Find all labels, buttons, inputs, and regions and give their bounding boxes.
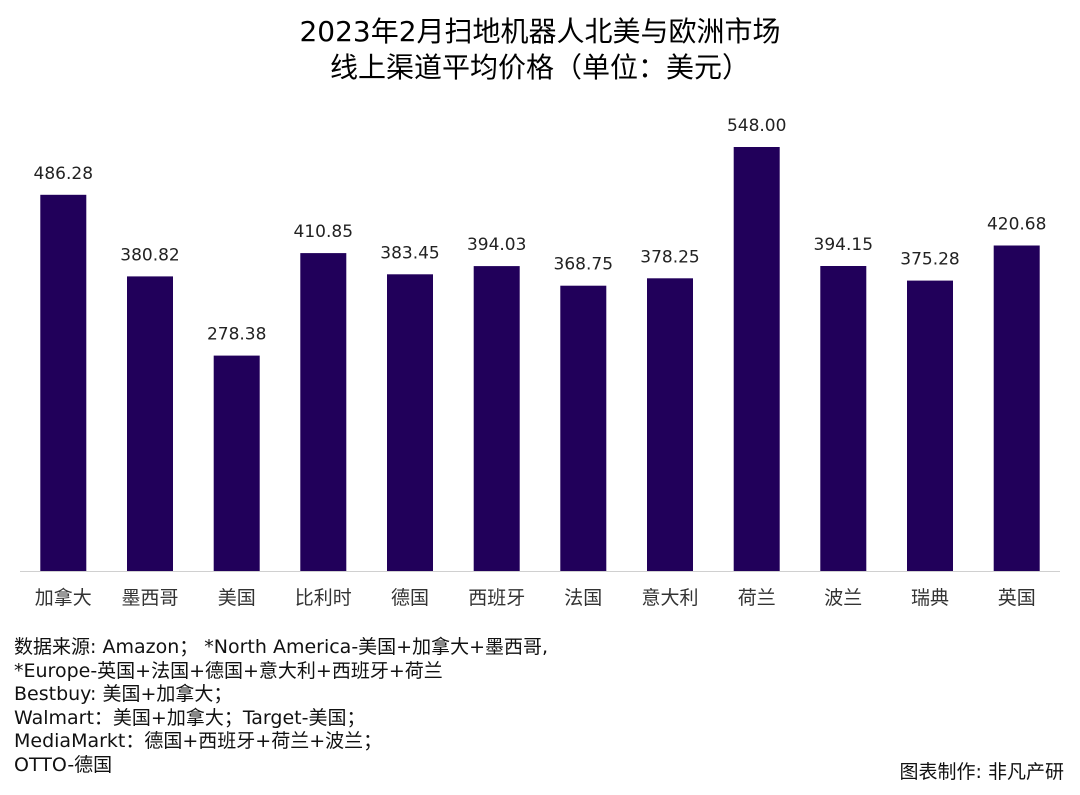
data-label: 380.82 [120, 245, 179, 265]
x-tick-label: 波兰 [824, 587, 862, 609]
x-tick-label: 比利时 [295, 587, 352, 609]
bar [820, 266, 867, 571]
note-line: Bestbuy: 美国+加拿大； [14, 683, 233, 705]
x-tick-label: 瑞典 [911, 587, 949, 609]
data-source-notes: 数据来源: Amazon； *North America-美国+加拿大+墨西哥,… [14, 636, 548, 777]
note-line: OTTO-德国 [14, 753, 113, 776]
x-tick-label: 意大利 [641, 587, 698, 609]
x-tick-label: 美国 [218, 587, 256, 609]
bar [127, 276, 173, 571]
bar-chart: 486.28 加拿大 380.82 墨西哥 278.38 美国 410.85 比利时 383.4… [20, 116, 1060, 609]
bar [647, 278, 693, 571]
data-label: 378.25 [640, 247, 699, 267]
bar [300, 253, 347, 571]
bar [387, 274, 433, 571]
bar [213, 355, 260, 571]
data-label: 383.45 [380, 243, 439, 263]
x-tick-label: 法国 [564, 587, 602, 609]
bar [40, 194, 87, 572]
data-label: 486.28 [34, 164, 93, 184]
note-line: *Europe-英国+法国+德国+意大利+西班牙+荷兰 [14, 659, 443, 682]
bar [907, 280, 953, 571]
chart-title: 2023年2月扫地机器人北美与欧洲市场 线上渠道平均价格（单位：美元） [0, 14, 1080, 86]
note-line: MediaMarkt：德国+西班牙+荷兰+波兰； [14, 730, 383, 752]
data-label: 410.85 [294, 222, 353, 242]
x-tick-label: 墨西哥 [121, 587, 178, 609]
bar [560, 285, 607, 571]
data-label: 375.28 [900, 250, 959, 270]
data-label: 278.38 [207, 325, 266, 345]
x-tick-label: 德国 [391, 587, 429, 609]
data-label: 394.15 [814, 235, 873, 255]
note-line: 数据来源: Amazon； *North America-美国+加拿大+墨西哥, [14, 636, 549, 658]
x-tick-label: 加拿大 [35, 586, 92, 609]
data-label: 548.00 [727, 116, 786, 136]
data-label: 420.68 [987, 215, 1046, 235]
bar [733, 147, 780, 571]
note-line: Walmart：美国+加拿大；Target-美国； [14, 706, 366, 729]
x-tick-label: 西班牙 [468, 587, 525, 609]
chart-title-line1: 2023年2月扫地机器人北美与欧洲市场 [299, 15, 781, 48]
data-label: 394.03 [467, 235, 526, 255]
x-tick-label: 英国 [998, 587, 1036, 609]
bar [473, 266, 520, 571]
bar [993, 245, 1040, 571]
chart-title-line2: 线上渠道平均价格（单位：美元） [329, 51, 750, 84]
data-label: 368.75 [554, 255, 613, 275]
chart-credit: 图表制作: 非凡产研 [899, 761, 1064, 783]
x-tick-label: 荷兰 [738, 587, 776, 609]
